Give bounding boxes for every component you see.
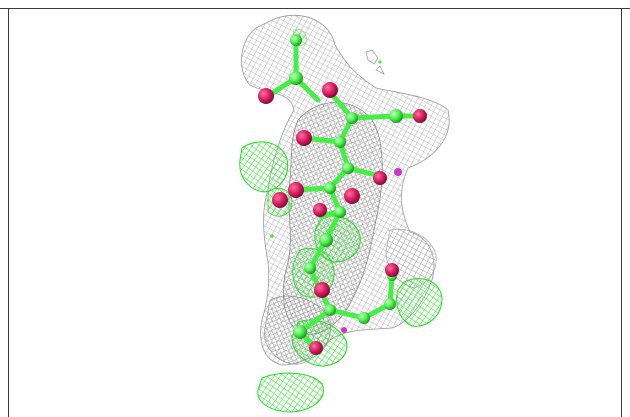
- green-mesh-left: [239, 141, 289, 193]
- density-mesh-fragment: [365, 49, 385, 75]
- frame-corner-tick-left: [0, 8, 8, 9]
- oxygen-atom: [413, 109, 427, 123]
- oxygen-atom: [385, 263, 399, 277]
- magenta-blob: [341, 327, 347, 333]
- carbon-atom: [304, 262, 316, 274]
- oxygen-atom: [322, 82, 338, 98]
- carbon-atom: [334, 206, 346, 218]
- oxygen-atom: [373, 171, 387, 185]
- magenta-density: [341, 168, 402, 333]
- oxygen-atom: [258, 88, 274, 104]
- green-mesh-bottom: [257, 372, 324, 413]
- oxygen-atom: [309, 341, 323, 355]
- frame-left-border: [8, 8, 9, 417]
- oxygen-atom: [296, 130, 312, 146]
- carbon-atom: [346, 112, 358, 124]
- carbon-atom: [324, 304, 336, 316]
- oxygen-atom: [313, 203, 327, 217]
- carbon-atom: [289, 71, 303, 85]
- carbon-atom: [334, 136, 346, 148]
- oxygen-atom: [344, 188, 360, 204]
- molecular-viewport[interactable]: [9, 9, 621, 417]
- frame-top-border: [8, 8, 622, 9]
- oxygen-atom: [272, 192, 288, 208]
- carbon-atom: [342, 162, 354, 174]
- carbon-atom: [324, 182, 336, 194]
- green-speck: [270, 234, 274, 238]
- carbon-atom: [389, 109, 403, 123]
- green-speck: [378, 60, 382, 64]
- frame-corner-tick-right: [622, 8, 630, 9]
- oxygen-atom: [288, 182, 304, 198]
- carbon-atom: [293, 325, 307, 339]
- carbon-atom: [358, 312, 370, 324]
- carbon-atom: [290, 34, 302, 46]
- bond: [349, 113, 399, 121]
- magenta-blob: [394, 168, 402, 176]
- carbon-atoms: [289, 34, 403, 339]
- frame-right-border: [621, 8, 622, 417]
- oxygen-atom: [314, 282, 330, 298]
- carbon-atom: [319, 233, 333, 247]
- green-mesh-center: [314, 215, 361, 263]
- green-mesh-right: [396, 278, 443, 327]
- carbon-atom: [384, 298, 396, 310]
- oxygen-atoms: [258, 82, 427, 355]
